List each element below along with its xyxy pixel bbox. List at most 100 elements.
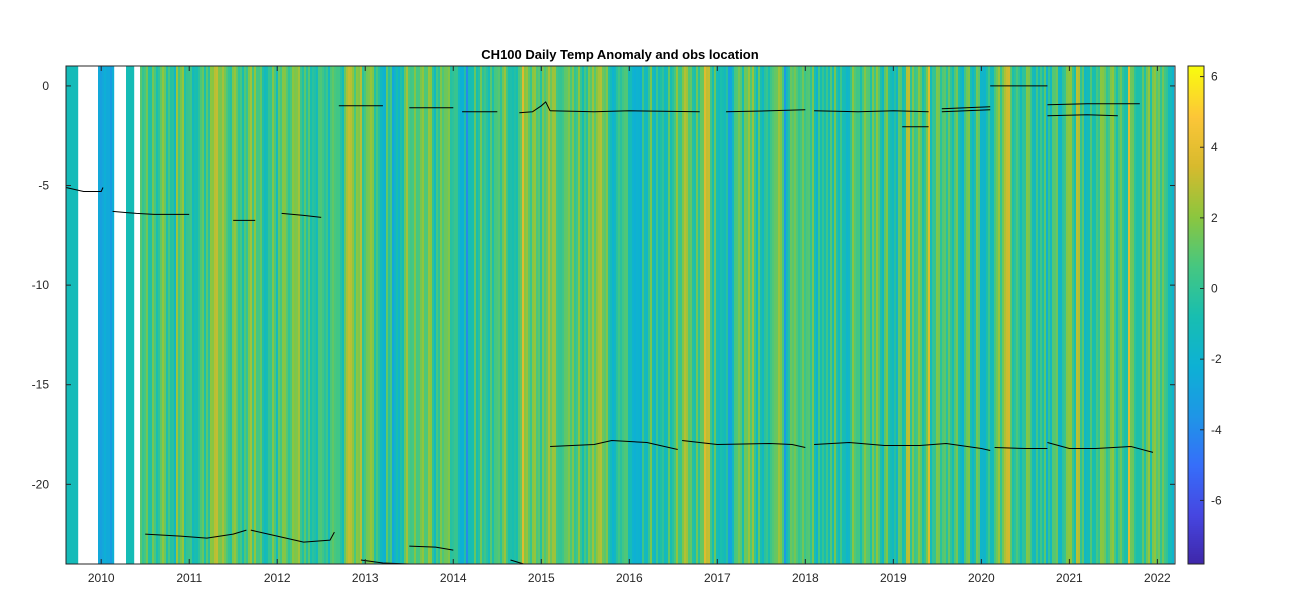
obs-location-line <box>112 210 190 215</box>
heatmap-column <box>1034 66 1037 564</box>
heatmap-column <box>436 66 439 564</box>
heatmap-column <box>738 66 741 564</box>
heatmap-column <box>476 66 479 564</box>
heatmap-column <box>1072 66 1075 564</box>
colorbar-cell <box>1188 544 1204 547</box>
colorbar-cell <box>1188 146 1204 149</box>
heatmap-column <box>836 66 839 564</box>
colorbar-cell <box>1188 214 1204 217</box>
heatmap-column <box>988 66 991 564</box>
heatmap-column <box>1098 66 1101 564</box>
colorbar-cell <box>1188 158 1204 161</box>
heatmap-column <box>316 66 319 564</box>
colorbar-cell <box>1188 328 1204 331</box>
heatmap-column <box>778 66 781 564</box>
colorbar-cell <box>1188 234 1204 237</box>
colorbar-cell <box>1188 112 1204 115</box>
colorbar-cell <box>1188 536 1204 539</box>
heatmap-column <box>702 66 705 564</box>
heatmap-column <box>178 66 181 564</box>
colorbar-cell <box>1188 494 1204 497</box>
heatmap-column <box>1154 66 1157 564</box>
heatmap-column <box>832 66 835 564</box>
obs-location-line <box>1047 442 1154 453</box>
heatmap-column <box>408 66 411 564</box>
heatmap-column <box>748 66 751 564</box>
heatmap-column <box>236 66 239 564</box>
heatmap-column <box>610 66 613 564</box>
heatmap-column <box>906 66 909 564</box>
obs-location-line <box>1047 103 1140 106</box>
heatmap-column <box>252 66 255 564</box>
colorbar-cell <box>1188 248 1204 251</box>
heatmap-column <box>128 66 131 564</box>
colorbar-cell <box>1188 426 1204 429</box>
heatmap-column <box>848 66 851 564</box>
heatmap-column <box>354 66 357 564</box>
y-tick-label: -5 <box>38 179 49 193</box>
colorbar-cell <box>1188 218 1204 221</box>
heatmap-column <box>1124 66 1127 564</box>
colorbar-cell <box>1188 144 1204 147</box>
heatmap-column <box>1108 66 1111 564</box>
heatmap-column <box>1128 66 1131 564</box>
colorbar-cell <box>1188 400 1204 403</box>
heatmap-column <box>662 66 665 564</box>
heatmap-column <box>686 66 689 564</box>
colorbar-cell <box>1188 260 1204 263</box>
heatmap-column <box>614 66 617 564</box>
colorbar-cell <box>1188 388 1204 391</box>
heatmap-column <box>274 66 277 564</box>
heatmap-column <box>404 66 407 564</box>
heatmap-column <box>962 66 965 564</box>
heatmap-column <box>356 66 359 564</box>
colorbar-cell <box>1188 108 1204 111</box>
heatmap-column <box>932 66 935 564</box>
x-tick-label: 2016 <box>616 571 643 585</box>
heatmap-column <box>202 66 205 564</box>
heatmap-column <box>540 66 543 564</box>
colorbar-cell <box>1188 538 1204 541</box>
heatmap-column <box>864 66 867 564</box>
colorbar-cell <box>1188 102 1204 105</box>
heatmap-column <box>420 66 423 564</box>
heatmap-column <box>180 66 183 564</box>
heatmap-column <box>936 66 939 564</box>
colorbar-cell <box>1188 340 1204 343</box>
colorbar-cell <box>1188 154 1204 157</box>
heatmap-column <box>562 66 565 564</box>
heatmap-column <box>342 66 345 564</box>
heatmap-column <box>262 66 265 564</box>
obs-location-line <box>1047 114 1118 117</box>
heatmap-column <box>1162 66 1165 564</box>
heatmap-column <box>330 66 333 564</box>
heatmap-column <box>694 66 697 564</box>
heatmap-column <box>1094 66 1097 564</box>
colorbar-cell <box>1188 346 1204 349</box>
colorbar-cell <box>1188 100 1204 103</box>
heatmap-column <box>410 66 413 564</box>
heatmap-column <box>184 66 187 564</box>
heatmap-column <box>1158 66 1161 564</box>
heatmap-column <box>74 66 77 564</box>
heatmap-column <box>500 66 503 564</box>
heatmap-column <box>1086 66 1089 564</box>
heatmap-column <box>732 66 735 564</box>
heatmap-column <box>370 66 373 564</box>
heatmap-column <box>914 66 917 564</box>
obs-location-line <box>941 106 991 110</box>
heatmap-column <box>1144 66 1147 564</box>
heatmap-column <box>70 66 73 564</box>
colorbar-cell <box>1188 438 1204 441</box>
heatmap-column <box>1152 66 1155 564</box>
heatmap-column <box>672 66 675 564</box>
colorbar-cell <box>1188 556 1204 559</box>
colorbar-cell <box>1188 148 1204 151</box>
colorbar-cell <box>1188 128 1204 131</box>
y-tick-label: -10 <box>32 278 50 292</box>
heatmap-column <box>530 66 533 564</box>
heatmap-column <box>782 66 785 564</box>
heatmap-column <box>306 66 309 564</box>
heatmap-column <box>874 66 877 564</box>
colorbar-cell <box>1188 472 1204 475</box>
